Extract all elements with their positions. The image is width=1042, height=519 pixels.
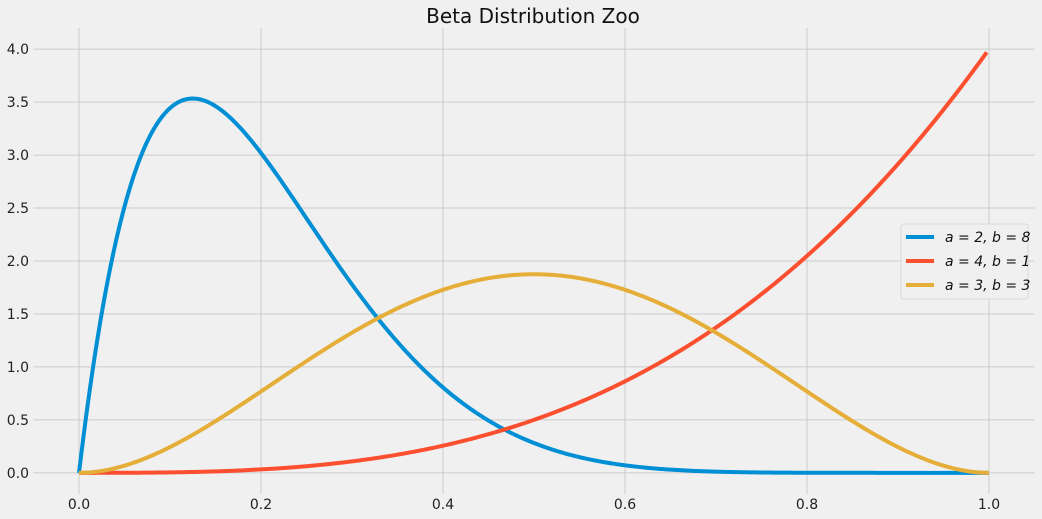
- chart-title: Beta Distribution Zoo: [426, 4, 640, 28]
- y-tick-label: 2.0: [7, 254, 29, 270]
- y-axis: 0.0 0.5 1.0 1.5 2.0 2.5 3.0 3.5 4.0: [7, 42, 29, 482]
- legend-box: [900, 223, 1029, 300]
- y-tick-label: 0.0: [7, 466, 29, 482]
- x-axis: 0.0 0.2 0.4 0.6 0.8 1.0: [68, 497, 1000, 513]
- x-tick-label: 0.4: [432, 497, 454, 513]
- legend-label: a = 3, b = 3: [945, 278, 1030, 294]
- series-line-2: [78, 272, 990, 475]
- x-tick-label: 0.8: [796, 497, 818, 513]
- series-line-1: [79, 51, 989, 475]
- y-tick-label: 3.5: [7, 95, 29, 111]
- y-tick-label: 0.5: [7, 413, 29, 429]
- series-line-0: [77, 96, 989, 475]
- y-tick-label: 1.5: [7, 307, 29, 323]
- series-lines: [77, 51, 990, 475]
- x-tick-label: 0.0: [68, 497, 90, 513]
- x-tick-label: 1.0: [978, 497, 1000, 513]
- y-tick-label: 2.5: [7, 201, 29, 217]
- x-tick-label: 0.6: [614, 497, 636, 513]
- legend-label: a = 4, b = 1: [945, 254, 1030, 270]
- y-tick-label: 4.0: [7, 42, 29, 58]
- y-tick-label: 1.0: [7, 360, 29, 376]
- grid: [33, 28, 1035, 494]
- y-tick-label: 3.0: [7, 148, 29, 164]
- legend: a = 2, b = 8 a = 4, b = 1 a = 3, b = 3: [900, 223, 1031, 300]
- x-tick-label: 0.2: [250, 497, 272, 513]
- legend-label: a = 2, b = 8: [945, 230, 1031, 246]
